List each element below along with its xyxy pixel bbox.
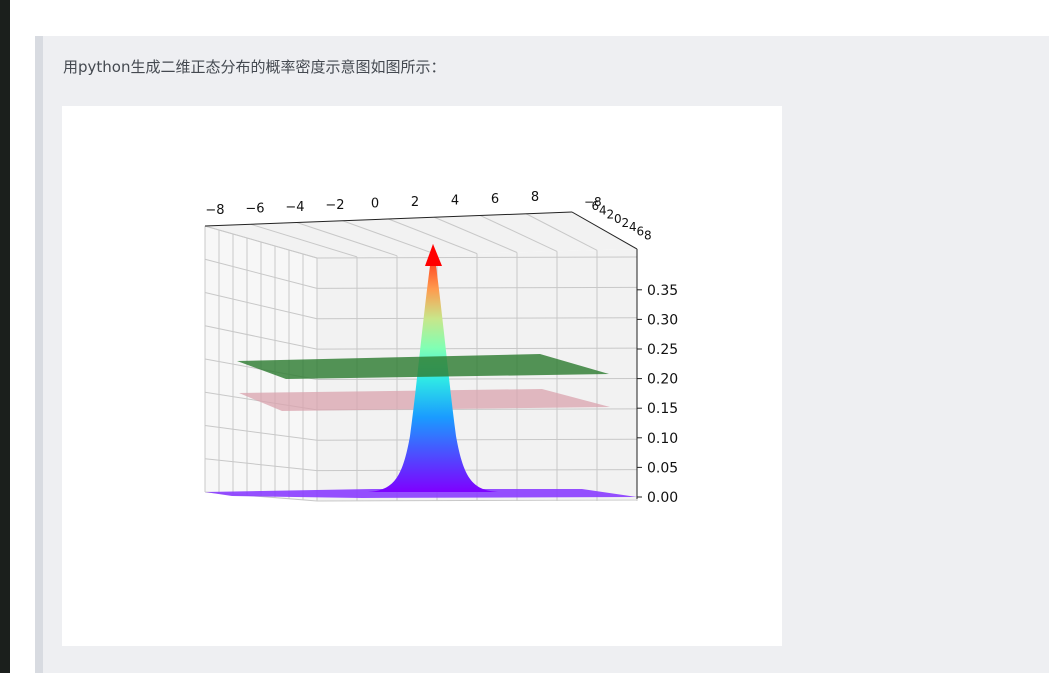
y-tick-label: 6 <box>592 199 600 213</box>
x-tick-label: 0 <box>371 197 379 212</box>
quote-text: 用python生成二维正态分布的概率密度示意图如图所示： <box>63 58 446 76</box>
y-tick-label: 0 <box>614 212 622 226</box>
y-tick-labels: −86 4 2 0 2 4 6 8 <box>584 195 652 243</box>
grid-line <box>388 218 478 255</box>
x-tick-label: −6 <box>245 201 264 216</box>
z-tick-label: 0.30 <box>647 312 678 328</box>
z-tick-label: 0.05 <box>647 460 678 476</box>
background-left-edge <box>0 0 10 673</box>
y-tick-label: 2 <box>622 216 630 230</box>
z-tick-label: 0.35 <box>647 283 678 299</box>
z-tick-label: 0.10 <box>647 431 678 447</box>
y-tick-label: 6 <box>637 224 645 238</box>
x-tick-label: 8 <box>531 190 539 205</box>
z-tick-label: 0.20 <box>647 372 678 388</box>
grid-line <box>204 225 318 259</box>
grid-line <box>316 469 638 472</box>
y-tick-label: −8 <box>584 195 602 209</box>
figure-image: −8 −6 −4 −2 0 2 4 6 8 −8 6 4 2 0 2 4 6 8 0.00 0.05 0.10 0.1… <box>62 106 782 646</box>
x-tick-label: 6 <box>491 192 499 207</box>
grid-line <box>296 222 398 257</box>
x-tick-label: 4 <box>451 193 459 208</box>
y-tick-label: 4 <box>599 203 607 217</box>
peak-tip <box>425 244 442 266</box>
blockquote-bar <box>35 36 43 673</box>
page-top-area <box>10 0 1049 36</box>
grid-line <box>434 216 518 253</box>
z-tick-label: 0.00 <box>647 490 678 506</box>
grid-line <box>250 223 358 258</box>
z-tick-label: 0.25 <box>647 342 678 358</box>
grid-line <box>525 213 598 251</box>
grid-line <box>342 220 438 256</box>
surface-base <box>205 489 637 498</box>
grid-line <box>316 378 638 380</box>
x-tick-label: −2 <box>325 198 344 213</box>
grid-line <box>316 499 638 502</box>
x-tick-label: −4 <box>285 200 304 215</box>
x-tick-labels: −8 −6 −4 −2 0 2 4 6 8 <box>205 190 539 218</box>
grid-line <box>316 317 638 320</box>
y-axis-line <box>571 211 638 250</box>
grid-line <box>316 256 638 259</box>
green-plane <box>237 354 609 379</box>
top-pane <box>205 212 637 258</box>
y-tick-label: 8 <box>644 229 652 243</box>
y-tick-label: 4 <box>629 220 637 234</box>
grid-line <box>316 347 638 350</box>
grid-line <box>316 286 638 289</box>
blockquote: 用python生成二维正态分布的概率密度示意图如图所示： <box>35 36 1049 673</box>
x-tick-label: 2 <box>411 195 419 210</box>
grid-line <box>480 215 558 252</box>
surface-plot: −8 −6 −4 −2 0 2 4 6 8 −86 4 2 0 2 4 6 8 0.000.050.100.1… <box>204 190 678 506</box>
y-tick-label: 2 <box>607 208 615 222</box>
x-tick-label: −8 <box>205 203 224 218</box>
grid-line <box>316 438 638 441</box>
z-tick-label: 0.15 <box>647 401 678 417</box>
x-axis-line <box>204 211 573 227</box>
z-tick-labels: 0.00 0.05 0.10 0.15 0.20 0.25 0.30 0.35 <box>637 283 678 506</box>
